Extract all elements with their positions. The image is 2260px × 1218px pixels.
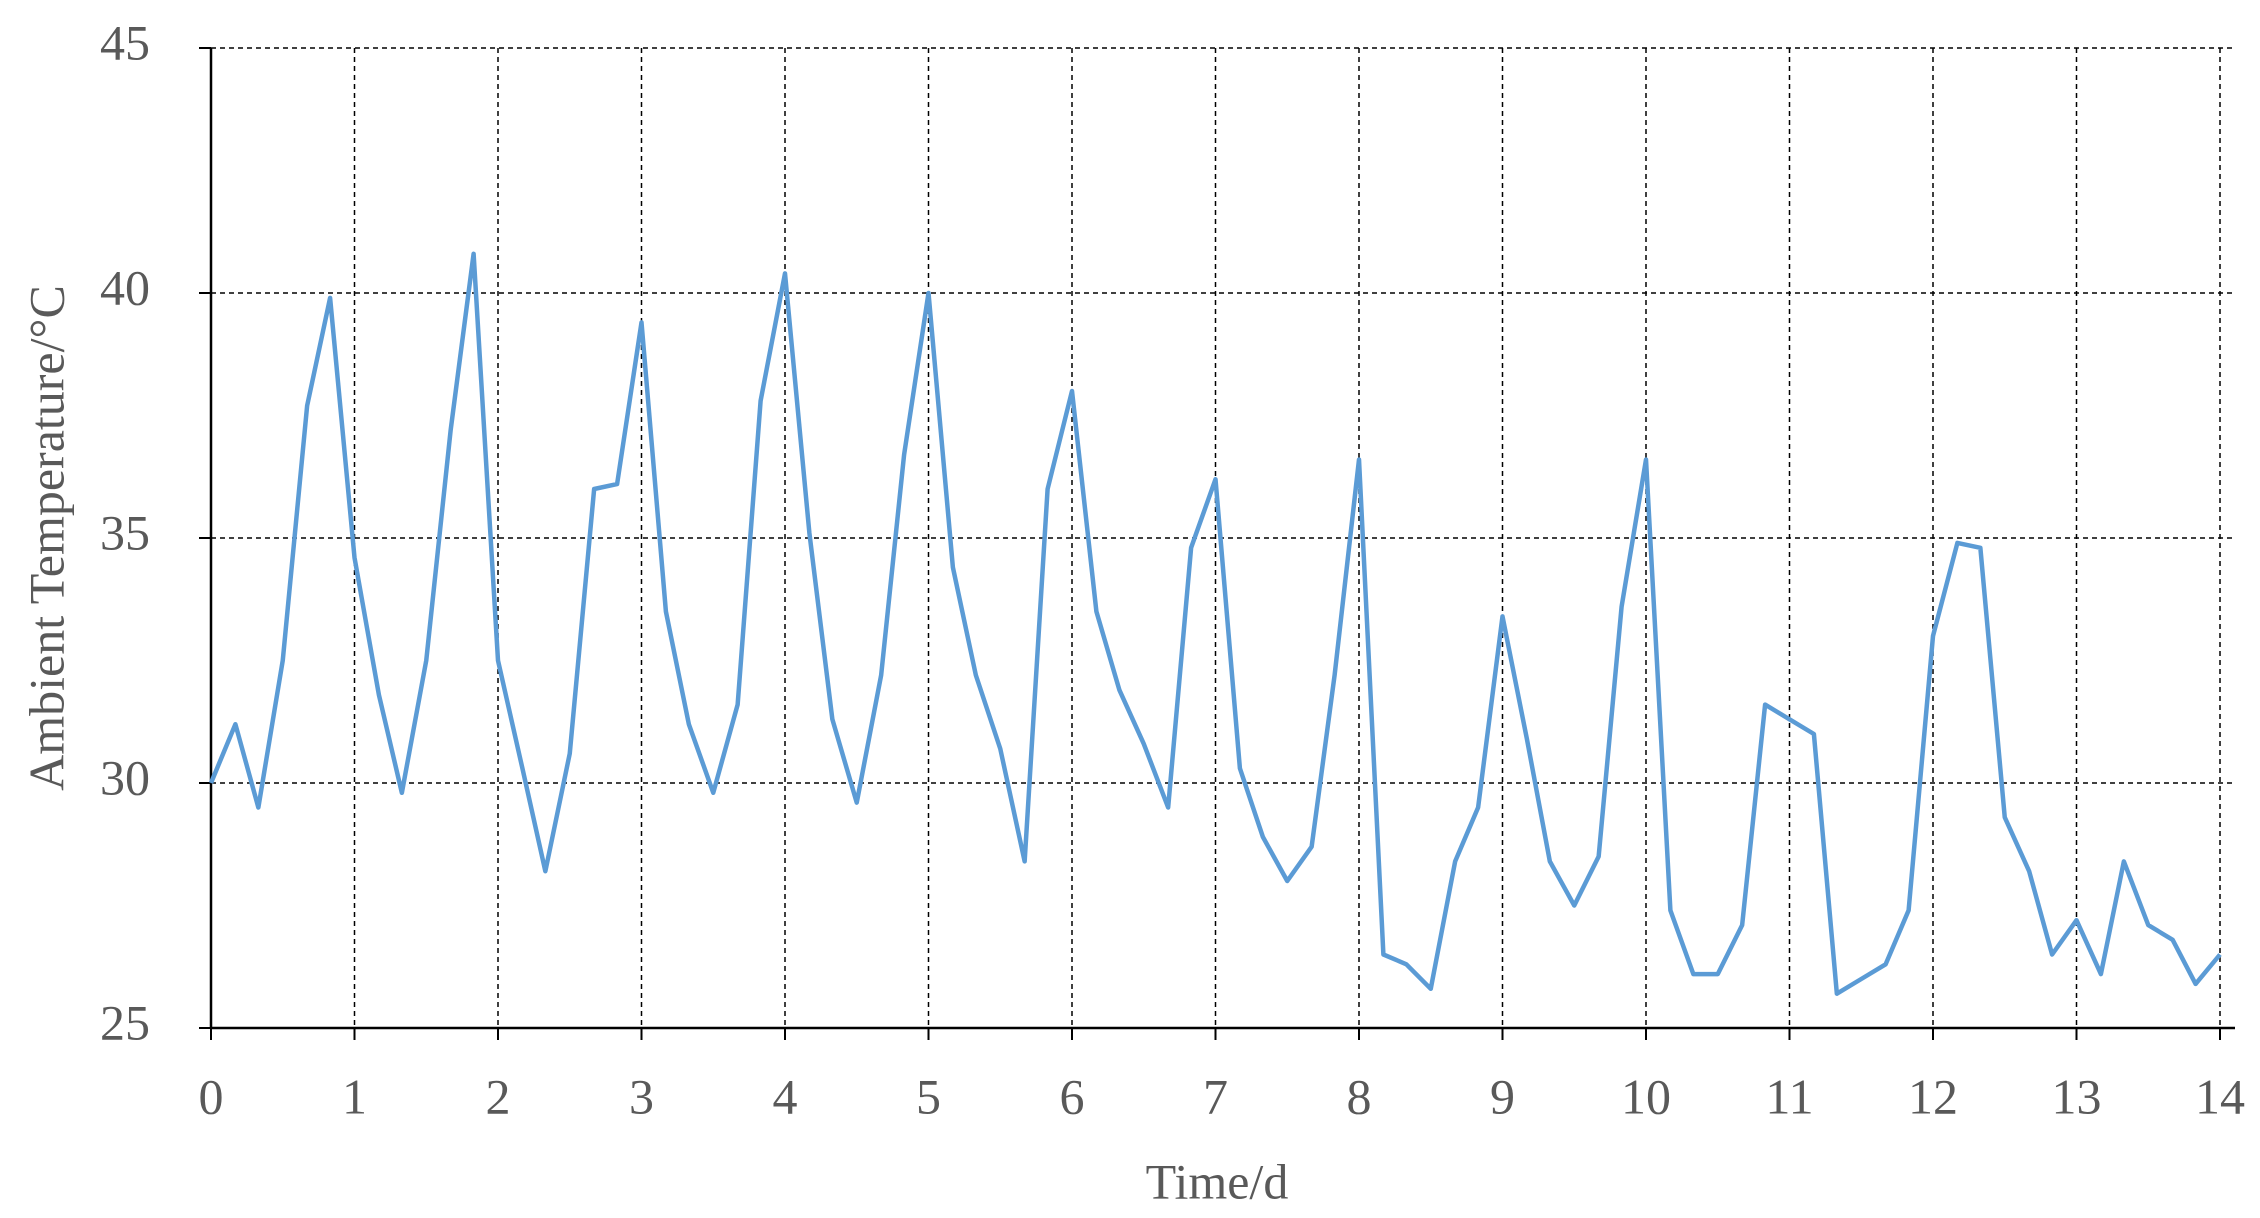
y-axis-label: Ambient Temperature/°C: [18, 285, 74, 791]
x-tick-label: 3: [629, 1068, 654, 1124]
x-tick-label: 1: [342, 1068, 367, 1124]
x-tick-label: 10: [1621, 1068, 1671, 1124]
y-tick-label: 35: [100, 504, 150, 560]
x-axis-label: Time/d: [1146, 1153, 1289, 1209]
x-tick-label: 6: [1060, 1068, 1085, 1124]
x-tick-label: 8: [1347, 1068, 1372, 1124]
y-tick-label: 40: [100, 259, 150, 315]
x-tick-label: 7: [1203, 1068, 1228, 1124]
data-line: [208, 251, 2222, 996]
x-tick-label: 2: [486, 1068, 511, 1124]
y-tick-label: 45: [100, 14, 150, 70]
x-tick-label: 13: [2052, 1068, 2102, 1124]
x-tick-label: 5: [916, 1068, 941, 1124]
x-tick-label: 0: [199, 1068, 224, 1124]
x-tick-label: 4: [773, 1068, 798, 1124]
y-tick-label: 30: [100, 749, 150, 805]
x-tick-label: 12: [1908, 1068, 1958, 1124]
x-tick-label: 11: [1765, 1068, 1813, 1124]
x-tick-label: 9: [1490, 1068, 1515, 1124]
y-tick-label: 25: [100, 994, 150, 1050]
x-tick-label: 14: [2195, 1068, 2245, 1124]
